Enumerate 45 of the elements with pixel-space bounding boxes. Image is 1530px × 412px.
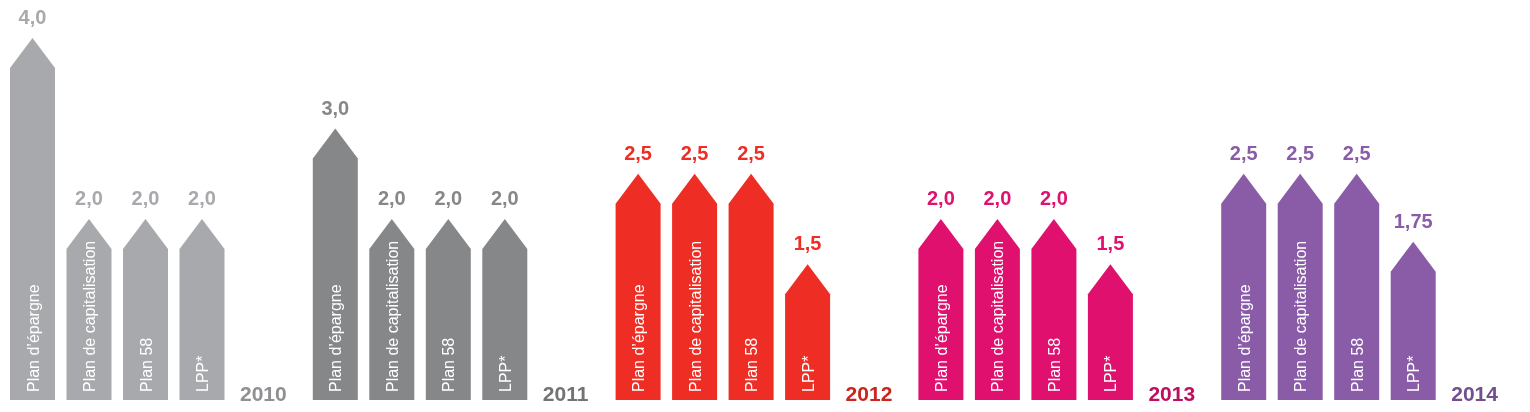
text: 2014 <box>1451 382 1499 405</box>
x-tick-label: LPP* <box>194 355 211 392</box>
x-tick-label: Plan d’épargne <box>1235 284 1253 392</box>
x-tick-label: Plan 58 <box>1348 337 1366 392</box>
x-tick-label: Plan d’épargne <box>327 284 345 392</box>
x-tick-label: LPP* <box>1102 355 1120 392</box>
x-tick-label: Plan de capitalisation <box>383 240 401 392</box>
text: 2010 <box>240 382 287 405</box>
x-tick-label: Plan de capitalisation <box>989 240 1007 392</box>
x-tick-label: Plan de capitalisation <box>81 240 98 392</box>
data-label: 4,0 <box>18 6 47 28</box>
x-tick-label: LPP* <box>799 355 817 392</box>
data-label: 3,0 <box>321 96 350 119</box>
text: 2011 <box>542 382 589 405</box>
data-label: 2,0 <box>131 187 160 209</box>
x-tick-label: Plan d’épargne <box>24 284 42 392</box>
x-tick-label: Plan de capitalisation <box>1292 240 1310 392</box>
data-label: 2,5 <box>1286 141 1315 164</box>
data-label: 2,0 <box>1039 187 1068 209</box>
data-label: 2,5 <box>1342 141 1371 164</box>
text: 2013 <box>1148 382 1196 405</box>
data-label: 2,0 <box>490 187 519 209</box>
x-tick-label: Plan 58 <box>440 337 458 392</box>
data-label: 2,0 <box>188 187 216 209</box>
data-label: 1,5 <box>793 232 822 255</box>
data-label: 2,0 <box>926 187 955 209</box>
x-tick-label: Plan 58 <box>137 337 155 392</box>
x-tick-label: Plan d’épargne <box>630 284 648 392</box>
x-tick-label: LPP* <box>496 355 514 392</box>
data-label: 2,5 <box>1229 141 1258 164</box>
data-label: 1,75 <box>1393 209 1433 232</box>
data-label: 2,0 <box>377 187 406 209</box>
x-tick-label: Plan d’épargne <box>932 284 950 392</box>
data-label: 2,0 <box>983 187 1012 209</box>
data-label: 2,5 <box>624 141 653 164</box>
x-tick-label: Plan 58 <box>743 337 761 392</box>
text: 2012 <box>845 382 893 405</box>
data-label: 2,5 <box>737 141 766 164</box>
x-tick-label: Plan 58 <box>1045 337 1063 392</box>
data-label: 2,5 <box>680 141 709 164</box>
data-label: 2,0 <box>434 187 463 209</box>
data-label: 1,5 <box>1096 232 1125 255</box>
x-tick-label: LPP* <box>1405 355 1423 392</box>
data-label: 2,0 <box>75 187 103 209</box>
x-tick-label: Plan de capitalisation <box>686 240 704 392</box>
